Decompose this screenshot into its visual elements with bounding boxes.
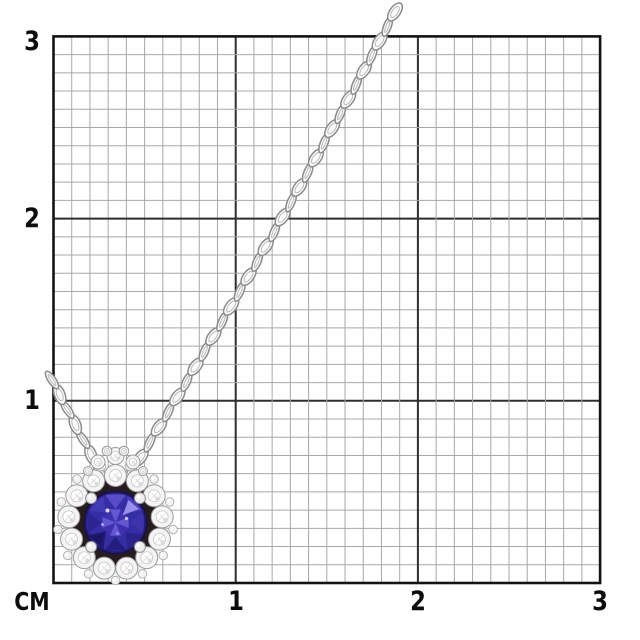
y-axis-tick-2: 2 [24, 202, 40, 234]
x-axis-tick-3: 3 [592, 586, 608, 617]
y-axis-tick-1: 1 [24, 384, 40, 416]
x-axis-tick-1: 1 [227, 586, 244, 617]
x-axis-tick-2: 2 [409, 586, 426, 617]
unit-label-cm: СМ [14, 587, 50, 616]
halo-pendant [53, 445, 178, 586]
necklace-chain [44, 2, 404, 484]
y-axis-tick-3: 3 [24, 26, 40, 57]
